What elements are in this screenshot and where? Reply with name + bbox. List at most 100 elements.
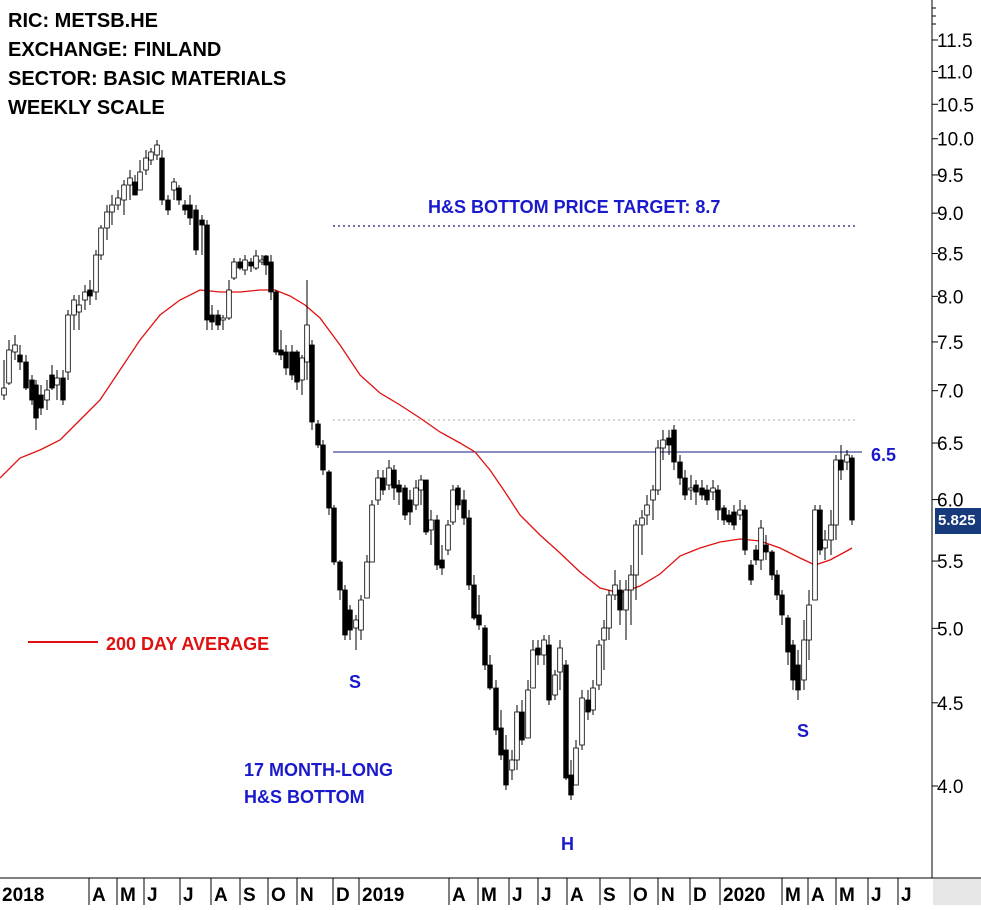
last-price-box: 5.825	[935, 508, 981, 534]
candle-down	[380, 477, 386, 491]
candle-up	[557, 647, 563, 673]
candle-up	[525, 689, 531, 739]
candle-down	[795, 664, 801, 691]
x-tick-label: D	[336, 885, 350, 905]
candle-down	[23, 361, 29, 389]
candle-up	[127, 177, 133, 186]
candle-up	[418, 479, 424, 491]
candle-up	[737, 509, 743, 516]
x-tick-label: 2020	[723, 885, 765, 905]
candle-down	[693, 484, 699, 493]
candle-up	[509, 759, 515, 771]
x-tick-label: J	[147, 885, 158, 905]
candle-down	[320, 444, 326, 471]
candle-down	[790, 644, 796, 681]
x-tick-label: D	[693, 885, 707, 905]
x-tick-label: S	[603, 885, 616, 905]
x-tick-label: J	[541, 885, 552, 905]
x-tick-label: M	[839, 885, 855, 905]
candle-down	[476, 614, 482, 626]
candle-down	[204, 224, 210, 321]
candle-up	[590, 687, 596, 711]
candle-down	[493, 687, 499, 731]
x-tick-label: O	[271, 885, 286, 905]
candle-down	[817, 509, 823, 551]
candle-down	[294, 351, 300, 383]
candle-down	[763, 544, 769, 553]
candle-up	[171, 181, 177, 191]
candle-down	[215, 314, 221, 326]
candle-down	[466, 517, 472, 586]
y-tick-label: 11.5	[937, 31, 973, 52]
head-label: H	[561, 834, 574, 854]
candle-up	[655, 447, 661, 491]
x-tick-label: S	[243, 885, 256, 905]
candle-down	[176, 187, 182, 201]
candle-down	[742, 509, 748, 551]
candle-down	[699, 487, 705, 496]
x-tick-label: J	[183, 885, 194, 905]
candle-up	[688, 487, 694, 491]
x-tick-label: M	[785, 885, 801, 905]
candle-up	[353, 619, 359, 629]
candle-up	[710, 487, 716, 493]
candle-up	[98, 227, 104, 256]
candle-up	[644, 504, 650, 516]
candle-up	[639, 517, 645, 526]
candle-up	[65, 314, 71, 373]
right-shoulder-label: S	[797, 721, 810, 741]
candle-up	[93, 254, 99, 293]
candle-down	[283, 351, 289, 369]
y-tick-label: 9.0	[937, 204, 963, 225]
candle-up	[358, 599, 364, 631]
candle-down	[268, 261, 274, 293]
candle-down	[347, 609, 353, 631]
candle-down	[402, 487, 408, 516]
candle-up	[44, 389, 50, 401]
candle-up	[137, 171, 143, 191]
candle-up	[628, 574, 634, 591]
candle-up	[828, 524, 834, 541]
candle-up	[6, 349, 12, 384]
candle-up	[633, 524, 639, 576]
candle-up	[299, 357, 305, 381]
x-tick-label: A	[570, 885, 584, 905]
price-target-label: H&S BOTTOM PRICE TARGET: 8.7	[428, 197, 721, 217]
axis-corner	[933, 879, 981, 905]
candle-down	[396, 484, 402, 493]
exchange-label: EXCHANGE: FINLAND	[8, 39, 222, 61]
y-tick-label: 5.0	[937, 619, 963, 640]
candle-down	[748, 564, 754, 581]
candle-down	[779, 594, 785, 616]
x-tick-label: O	[633, 885, 648, 905]
candle-up	[12, 344, 18, 353]
y-tick-label: 7.5	[937, 333, 963, 354]
y-tick-label: 10.0	[937, 130, 974, 151]
candle-down	[60, 377, 66, 401]
neckline-label: 6.5	[871, 445, 897, 465]
candle-up	[514, 711, 520, 761]
y-tick-label: 10.5	[937, 95, 974, 116]
x-tick-label: N	[300, 885, 314, 905]
candle-down	[278, 349, 284, 356]
candle-down	[326, 471, 332, 509]
candle-up	[579, 697, 585, 746]
y-tick-label: 5.5	[937, 552, 963, 573]
candle-up	[801, 639, 807, 681]
candle-up	[612, 584, 618, 596]
candle-down	[434, 519, 440, 566]
candle-up	[623, 589, 629, 611]
candle-up	[445, 524, 451, 551]
scale-label: WEEKLY SCALE	[8, 97, 165, 119]
candle-down	[455, 487, 461, 506]
candle-down	[535, 647, 541, 656]
candle-down	[17, 354, 23, 363]
candle-down	[487, 664, 493, 689]
candle-down	[704, 489, 710, 501]
candle-down	[407, 499, 413, 513]
x-tick-label: A	[811, 885, 825, 905]
candle-down	[671, 429, 677, 463]
candle-up	[304, 324, 310, 363]
x-tick-label: J	[901, 885, 912, 905]
